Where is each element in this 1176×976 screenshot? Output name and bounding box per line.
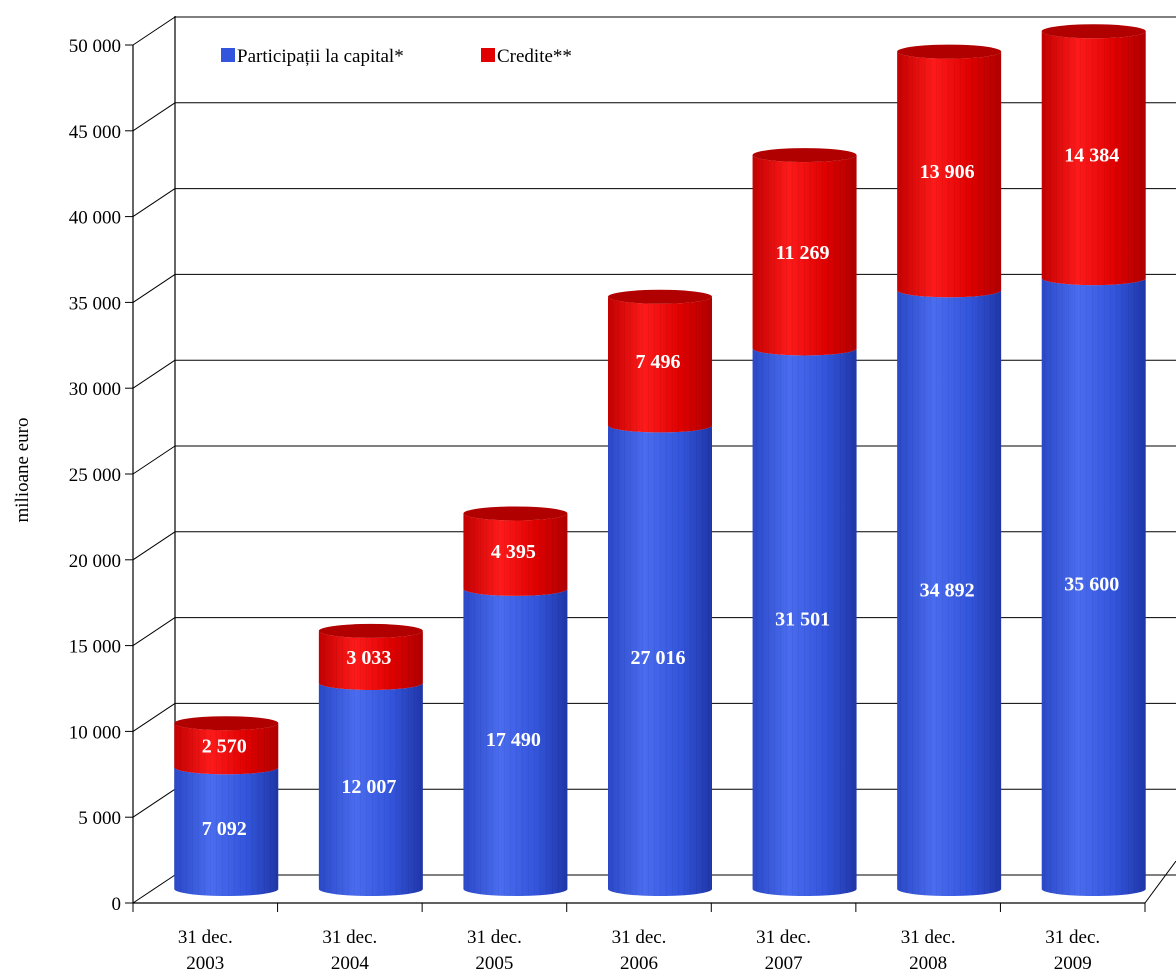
y-tick-label: 20 000: [69, 551, 121, 572]
gridline-side: [132, 874, 176, 904]
data-label: 12 007: [341, 776, 396, 798]
legend-swatch-participatii: [221, 48, 235, 62]
bar-texture: [174, 723, 279, 775]
gridline-side: [132, 788, 176, 818]
bar-texture: [1041, 278, 1146, 896]
data-label: 17 490: [486, 729, 541, 751]
gridline-side: [132, 102, 176, 132]
x-tick-label: 31 dec.: [1045, 927, 1100, 948]
gridline-side: [132, 445, 176, 475]
bar-top-cap: [897, 44, 1002, 59]
data-label: 7 496: [636, 351, 681, 373]
bar-texture: [463, 513, 568, 596]
gridline-side: [132, 188, 176, 218]
x-tick-label: 2006: [620, 953, 658, 974]
y-tick-label: 40 000: [69, 208, 121, 229]
x-tick-label: 2009: [1054, 953, 1092, 974]
floor-edge: [1144, 860, 1176, 904]
bar-texture: [318, 682, 423, 896]
y-tick-label: 35 000: [69, 293, 121, 314]
bars: [174, 24, 1146, 896]
gridline-side: [132, 16, 176, 46]
y-tick-label: 5 000: [78, 808, 121, 829]
bar-top-cap: [752, 148, 857, 163]
x-tick-label: 31 dec.: [322, 927, 377, 948]
x-tick-label: 2007: [765, 953, 803, 974]
bar-top-cap: [174, 716, 279, 731]
legend-label-credite: Credite**: [497, 46, 572, 67]
y-tick-label: 15 000: [69, 637, 121, 658]
y-tick-label: 10 000: [69, 722, 121, 743]
gridline-side: [132, 359, 176, 389]
bar-texture: [752, 348, 857, 896]
y-tick-label: 25 000: [69, 465, 121, 486]
bar-top-cap: [1041, 24, 1146, 39]
bar-texture: [897, 51, 1002, 298]
y-tick-label: 0: [112, 894, 122, 915]
y-tick-label: 50 000: [69, 36, 121, 57]
data-label: 14 384: [1064, 145, 1119, 167]
data-label: 11 269: [776, 242, 830, 264]
legend: Participații la capital* Credite**: [221, 46, 572, 67]
bar-top-cap: [608, 289, 712, 304]
bar-texture: [752, 155, 857, 356]
bar-texture: [174, 767, 279, 896]
bar-texture: [608, 296, 712, 433]
bar-top-cap: [463, 506, 568, 521]
bar-texture: [463, 588, 568, 896]
data-labels: 7 092 2 570 12 007 3 033 17 490 4 395 27 016 7 …: [202, 145, 1119, 840]
bar-texture: [897, 290, 1002, 896]
data-label: 31 501: [775, 609, 830, 631]
x-tick-label: 31 dec.: [901, 927, 956, 948]
data-label: 27 016: [631, 647, 686, 669]
bar-texture: [1041, 31, 1146, 286]
data-label: 2 570: [202, 735, 247, 757]
y-tick-label: 45 000: [69, 122, 121, 143]
gridline-side: [132, 617, 176, 647]
legend-swatch-credite: [481, 48, 495, 62]
legend-label-participatii: Participații la capital*: [237, 46, 404, 67]
gridline-side: [132, 273, 176, 303]
x-tick-label: 2004: [331, 953, 370, 974]
x-tick-label: 31 dec.: [467, 927, 522, 948]
data-label: 7 092: [202, 818, 247, 840]
data-label: 34 892: [920, 580, 975, 602]
gridline-side: [132, 531, 176, 561]
data-label: 4 395: [491, 541, 536, 563]
data-label: 3 033: [346, 647, 391, 669]
y-axis-title: milioane euro: [12, 418, 33, 523]
x-tick-label: 31 dec.: [612, 927, 667, 948]
x-tick-label: 2005: [475, 953, 513, 974]
y-tick-label: 30 000: [69, 379, 121, 400]
bar-texture: [608, 425, 712, 896]
x-tick-label: 31 dec.: [756, 927, 811, 948]
x-tick-label: 2003: [186, 953, 224, 974]
bar-texture: [318, 630, 423, 690]
axes: 0 5 000 10 000 15 000 20 000 25 000 30 000 35 0…: [69, 36, 1146, 974]
x-tick-label: 31 dec.: [178, 927, 233, 948]
gridline-side: [132, 702, 176, 732]
data-label: 35 600: [1064, 574, 1119, 596]
data-label: 13 906: [920, 161, 975, 183]
bar-top-cap: [318, 623, 423, 638]
x-tick-label: 2008: [909, 953, 947, 974]
